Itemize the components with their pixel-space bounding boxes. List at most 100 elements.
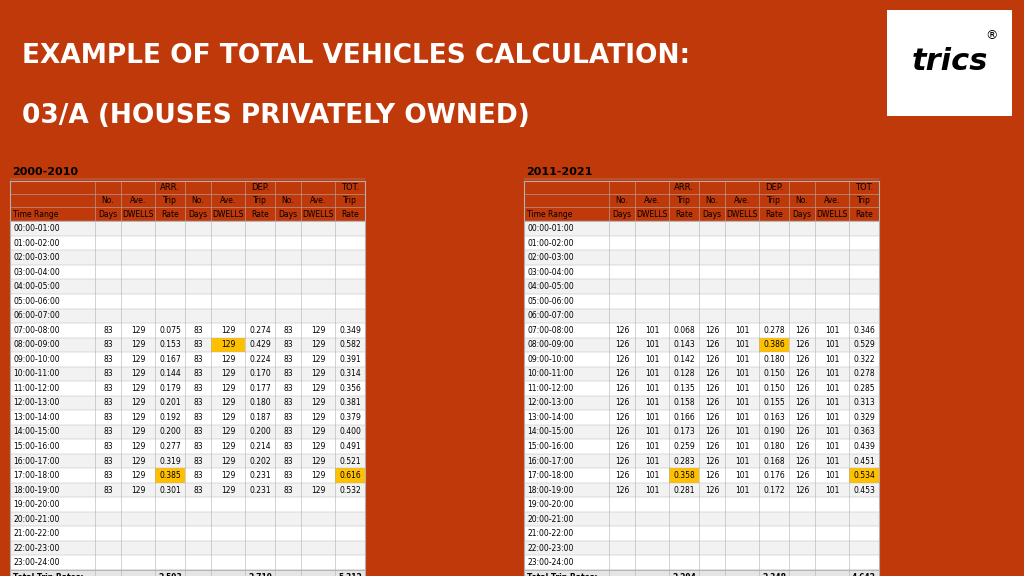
Bar [10,468,365,483]
Bar [524,483,879,497]
Text: 129: 129 [311,471,326,480]
Text: 129: 129 [131,427,145,437]
Text: 101: 101 [735,486,750,495]
Text: 18:00-19:00: 18:00-19:00 [527,486,573,495]
Text: 83: 83 [284,326,293,335]
Bar [10,541,365,555]
Bar [849,468,879,483]
Text: 126: 126 [614,471,629,480]
Text: Trip: Trip [343,196,357,205]
Text: 126: 126 [705,340,719,350]
Text: 0.529: 0.529 [853,340,874,350]
Text: DWELLS: DWELLS [212,210,244,219]
Bar [10,294,365,309]
Bar [524,468,879,483]
Text: 14:00-15:00: 14:00-15:00 [13,427,59,437]
Text: 129: 129 [131,384,145,393]
Bar [524,309,879,323]
Text: 20:00-21:00: 20:00-21:00 [13,514,59,524]
Text: 0.201: 0.201 [159,399,181,407]
Text: 101: 101 [645,442,659,451]
Text: 02:00-03:00: 02:00-03:00 [527,253,573,262]
Text: 0.155: 0.155 [763,399,784,407]
Text: 17:00-18:00: 17:00-18:00 [13,471,59,480]
Text: 0.192: 0.192 [159,413,181,422]
Text: 83: 83 [194,413,203,422]
Text: 101: 101 [824,457,840,465]
Text: Days: Days [793,210,812,219]
Text: 08:00-09:00: 08:00-09:00 [527,340,573,350]
Text: 0.200: 0.200 [249,427,271,437]
Text: 126: 126 [614,369,629,378]
Text: 101: 101 [645,369,659,378]
Text: trics: trics [911,47,988,76]
Text: 101: 101 [824,384,840,393]
Bar [524,279,879,294]
Text: Days: Days [702,210,722,219]
Bar [10,454,365,468]
Text: 0.322: 0.322 [853,355,874,364]
Bar [10,265,365,279]
Text: 0.231: 0.231 [249,471,270,480]
Text: 101: 101 [645,413,659,422]
Text: Ave.: Ave. [220,196,237,205]
Text: 101: 101 [824,427,840,437]
Text: 0.180: 0.180 [763,355,784,364]
Text: 129: 129 [311,384,326,393]
Text: 2.593: 2.593 [158,573,182,576]
Text: 0.329: 0.329 [853,413,874,422]
Text: 0.150: 0.150 [763,369,784,378]
Text: 129: 129 [131,486,145,495]
Text: 129: 129 [131,326,145,335]
Text: 101: 101 [824,413,840,422]
Text: 0.616: 0.616 [339,471,360,480]
Bar [524,381,879,396]
Bar [524,454,879,468]
Text: 0.142: 0.142 [673,355,695,364]
Text: 0.278: 0.278 [853,369,874,378]
Text: 0.381: 0.381 [339,399,360,407]
Text: DWELLS: DWELLS [726,210,758,219]
Text: 101: 101 [824,399,840,407]
Text: 129: 129 [221,399,236,407]
Text: 06:00-07:00: 06:00-07:00 [13,311,59,320]
Bar [524,323,879,338]
Text: 0.349: 0.349 [339,326,360,335]
Bar [524,570,879,576]
Text: 129: 129 [311,355,326,364]
Text: 129: 129 [131,340,145,350]
Text: EXAMPLE OF TOTAL VEHICLES CALCULATION:: EXAMPLE OF TOTAL VEHICLES CALCULATION: [22,43,690,70]
Bar [524,352,879,367]
Text: 03:00-04:00: 03:00-04:00 [527,268,573,276]
Text: 101: 101 [645,471,659,480]
Text: 83: 83 [103,427,113,437]
Text: 126: 126 [614,384,629,393]
Text: 126: 126 [705,413,719,422]
Text: 129: 129 [221,413,236,422]
Text: Trip: Trip [767,196,781,205]
Text: 03/A (HOUSES PRIVATELY OWNED): 03/A (HOUSES PRIVATELY OWNED) [22,103,529,129]
Text: 83: 83 [194,340,203,350]
Text: 101: 101 [735,427,750,437]
Text: No.: No. [191,196,205,205]
Text: 19:00-20:00: 19:00-20:00 [527,500,573,509]
Text: 0.168: 0.168 [763,457,784,465]
Bar [10,483,365,497]
Text: Trip: Trip [677,196,691,205]
Text: 126: 126 [795,471,809,480]
Text: 2.348: 2.348 [762,573,786,576]
Text: 126: 126 [795,457,809,465]
Text: 83: 83 [284,369,293,378]
Bar [524,251,879,265]
Text: 12:00-13:00: 12:00-13:00 [527,399,573,407]
Bar [669,468,699,483]
Text: 15:00-16:00: 15:00-16:00 [13,442,59,451]
Text: Time Range: Time Range [13,210,58,219]
Text: 2011-2021: 2011-2021 [526,167,592,177]
Text: 0.400: 0.400 [339,427,360,437]
Bar [888,116,1012,151]
Text: 126: 126 [795,413,809,422]
Text: 0.214: 0.214 [249,442,270,451]
Text: 101: 101 [735,413,750,422]
Text: 129: 129 [131,442,145,451]
